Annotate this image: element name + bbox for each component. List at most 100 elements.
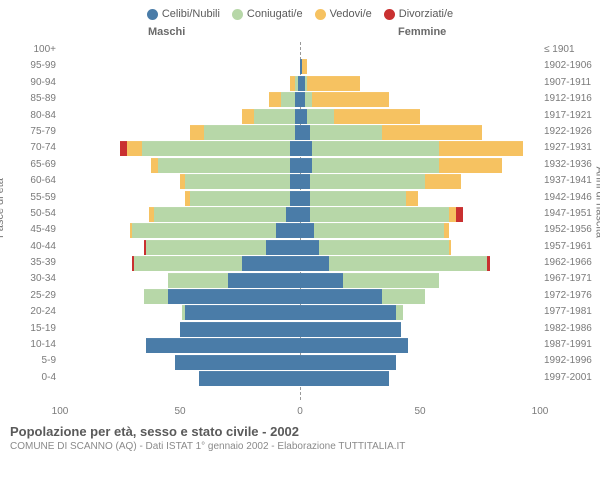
bar-segment <box>290 191 300 206</box>
legend-label: Celibi/Nubili <box>162 8 220 20</box>
age-tick: 85-89 <box>8 91 56 107</box>
chart-title: Popolazione per età, sesso e stato civil… <box>10 424 590 439</box>
bar-segment <box>276 223 300 238</box>
bar-row <box>60 158 540 172</box>
birth-tick: 1977-1981 <box>544 304 592 320</box>
bar-segment <box>120 141 127 156</box>
bar-segment <box>302 59 307 74</box>
age-tick: 80-84 <box>8 108 56 124</box>
birth-tick: 1907-1911 <box>544 75 592 91</box>
legend-swatch <box>315 9 326 20</box>
male-side <box>60 355 300 369</box>
bar-segment <box>281 92 295 107</box>
female-side <box>300 305 540 319</box>
age-tick: 75-79 <box>8 124 56 140</box>
legend-item: Coniugati/e <box>232 8 303 20</box>
bar-segment <box>228 273 300 288</box>
bar-segment <box>449 207 456 222</box>
age-tick: 95-99 <box>8 58 56 74</box>
y-axis-label-left: Fasce di età <box>0 178 6 238</box>
bar-segment <box>180 322 300 337</box>
bar-segment <box>314 223 444 238</box>
bar-segment <box>190 191 291 206</box>
bar-segment <box>300 207 310 222</box>
bar-segment <box>300 371 389 386</box>
legend: Celibi/NubiliConiugati/eVedovi/eDivorzia… <box>8 8 592 20</box>
male-side <box>60 141 300 155</box>
bar-row <box>60 191 540 205</box>
bar-row <box>60 371 540 385</box>
birth-tick: 1932-1936 <box>544 157 592 173</box>
bar-segment <box>242 109 254 124</box>
male-side <box>60 305 300 319</box>
bar-row <box>60 109 540 123</box>
female-side <box>300 289 540 303</box>
male-side <box>60 174 300 188</box>
age-tick: 60-64 <box>8 173 56 189</box>
legend-swatch <box>232 9 243 20</box>
legend-item: Celibi/Nubili <box>147 8 220 20</box>
bar-segment <box>319 240 449 255</box>
female-side <box>300 174 540 188</box>
birth-tick: 1937-1941 <box>544 173 592 189</box>
male-side <box>60 191 300 205</box>
bar-row <box>60 322 540 336</box>
bar-segment <box>127 141 141 156</box>
age-tick: 10-14 <box>8 337 56 353</box>
age-tick: 30-34 <box>8 271 56 287</box>
bar-segment <box>310 207 449 222</box>
bar-segment <box>456 207 463 222</box>
female-side <box>300 240 540 254</box>
birth-tick: 1952-1956 <box>544 222 592 238</box>
bar-segment <box>168 289 300 304</box>
birth-tick: 1967-1971 <box>544 271 592 287</box>
birth-tick: 1992-1996 <box>544 353 592 369</box>
bar-segment <box>312 158 439 173</box>
y-axis-label-right: Anni di nascita <box>594 166 600 238</box>
birth-tick: ≤ 1901 <box>544 42 592 58</box>
bar-row <box>60 355 540 369</box>
age-tick: 20-24 <box>8 304 56 320</box>
bar-segment <box>146 240 266 255</box>
legend-label: Vedovi/e <box>330 8 372 20</box>
female-side <box>300 59 540 73</box>
bar-segment <box>134 256 242 271</box>
birth-tick: 1982-1986 <box>544 321 592 337</box>
female-side <box>300 223 540 237</box>
bar-segment <box>185 305 300 320</box>
bar-segment <box>343 273 439 288</box>
male-side <box>60 207 300 221</box>
gender-headers: Maschi Femmine <box>8 26 592 42</box>
age-tick: 0-4 <box>8 370 56 386</box>
female-side <box>300 371 540 385</box>
age-tick: 55-59 <box>8 190 56 206</box>
bar-segment <box>312 92 389 107</box>
female-side <box>300 141 540 155</box>
age-tick: 70-74 <box>8 140 56 156</box>
bar-segment <box>286 207 300 222</box>
male-side <box>60 158 300 172</box>
male-side <box>60 43 300 57</box>
bar-row <box>60 338 540 352</box>
chart-subtitle: COMUNE DI SCANNO (AQ) - Dati ISTAT 1° ge… <box>10 441 590 452</box>
male-side <box>60 322 300 336</box>
birth-tick: 1957-1961 <box>544 239 592 255</box>
male-side <box>60 240 300 254</box>
bar-segment <box>396 305 403 320</box>
bar-segment <box>406 191 418 206</box>
male-side <box>60 289 300 303</box>
bar-segment <box>487 256 489 271</box>
age-tick: 15-19 <box>8 321 56 337</box>
x-tick: 100 <box>532 406 549 417</box>
bar-segment <box>144 289 168 304</box>
bar-segment <box>310 191 406 206</box>
male-side <box>60 109 300 123</box>
birth-tick: 1922-1926 <box>544 124 592 140</box>
bar-segment <box>310 125 382 140</box>
x-tick: 100 <box>52 406 69 417</box>
bar-segment <box>146 338 300 353</box>
birth-tick: 1987-1991 <box>544 337 592 353</box>
birth-tick: 1917-1921 <box>544 108 592 124</box>
bar-segment <box>312 141 439 156</box>
bar-segment <box>444 223 449 238</box>
